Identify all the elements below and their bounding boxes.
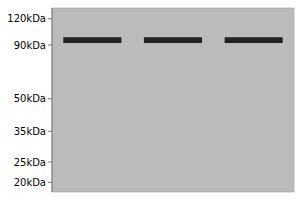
bands [63, 37, 282, 43]
y-tick [48, 18, 52, 19]
chart-container: 120kDa 90kDa 50kDa 35kDa 25kDa 20kDa [0, 0, 300, 200]
y-tick-label: 20kDa [14, 177, 46, 188]
y-tick [48, 182, 52, 183]
y-tick-label: 25kDa [14, 157, 46, 168]
gel-background [52, 8, 294, 192]
y-tick [48, 131, 52, 132]
band [225, 37, 283, 43]
band [144, 37, 202, 43]
y-tick [48, 98, 52, 99]
y-tick-label: 35kDa [14, 126, 46, 137]
y-tick [48, 45, 52, 46]
y-tick-label: 90kDa [14, 40, 46, 51]
band [63, 37, 121, 43]
y-axis-line [52, 8, 53, 192]
y-tick-label: 120kDa [7, 13, 46, 24]
y-tick-label: 50kDa [14, 93, 46, 104]
y-tick [48, 162, 52, 163]
chart: 120kDa 90kDa 50kDa 35kDa 25kDa 20kDa [0, 0, 300, 200]
